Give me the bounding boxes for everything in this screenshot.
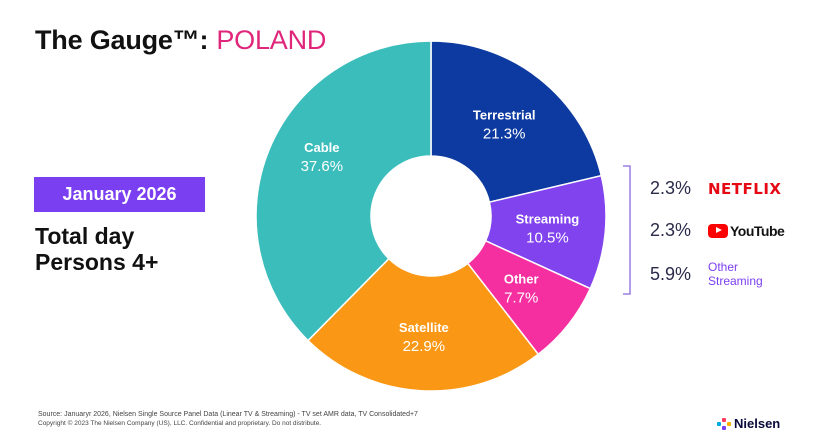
slice-value-satellite: 22.9% — [403, 338, 446, 355]
slice-value-other: 7.7% — [504, 289, 538, 306]
slice-name-terrestrial: Terrestrial — [473, 107, 536, 122]
netflix-logo-icon: NETFLIX — [708, 179, 782, 198]
other-streaming-line-1: Other — [708, 260, 739, 274]
source-note: Source: Januaryr 2026, Nielsen Single So… — [38, 411, 418, 418]
slice-name-streaming: Streaming — [516, 212, 580, 227]
other-streaming-line-2: Streaming — [708, 274, 763, 288]
slice-value-terrestrial: 21.3% — [483, 125, 526, 142]
slice-terrestrial — [430, 40, 603, 204]
slice-cable — [255, 40, 432, 342]
slice-name-other: Other — [504, 271, 539, 286]
slice-name-cable: Cable — [304, 140, 339, 155]
daypart-label: Total day Persons 4+ — [35, 223, 158, 275]
other-streaming-row: 5.9% Other Streaming — [650, 260, 763, 288]
title-text: The Gauge™: — [35, 25, 209, 55]
nielsen-logo-mark-icon — [717, 417, 731, 430]
daypart-line-1: Total day — [35, 223, 135, 249]
footer: Source: Januaryr 2026, Nielsen Single So… — [38, 410, 418, 428]
date-badge: January 2026 — [34, 177, 205, 212]
slice-satellite — [306, 257, 540, 392]
youtube-logo-icon: YouTube — [708, 222, 785, 239]
page-title: The Gauge™: POLAND — [35, 25, 326, 56]
other-streaming-value: 5.9% — [650, 263, 692, 284]
country-label: POLAND — [216, 25, 327, 55]
daypart-line-2: Persons 4+ — [35, 249, 159, 275]
youtube-row: 2.3% YouTube — [650, 220, 785, 241]
copyright-note: Copyright © 2023 The Nielsen Company (US… — [38, 420, 322, 427]
slice-value-streaming: 10.5% — [526, 230, 569, 247]
netflix-row: 2.3% NETFLIX — [650, 178, 781, 199]
streaming-bracket — [623, 165, 631, 295]
donut-labels: Terrestrial 21.3% Streaming 10.5% Other 7.7% S… — [301, 107, 580, 354]
netflix-value: 2.3% — [650, 178, 692, 198]
youtube-play-icon — [708, 223, 728, 238]
brand-name: Nielsen — [734, 416, 781, 431]
nielsen-logo: Nielsen — [717, 416, 780, 431]
other-streaming-label: Other Streaming — [708, 260, 763, 288]
youtube-logo-text: YouTube — [730, 222, 785, 239]
slice-name-satellite: Satellite — [399, 320, 449, 335]
youtube-value: 2.3% — [650, 220, 692, 240]
donut-slices — [255, 40, 607, 392]
slice-value-cable: 37.6% — [301, 158, 344, 175]
